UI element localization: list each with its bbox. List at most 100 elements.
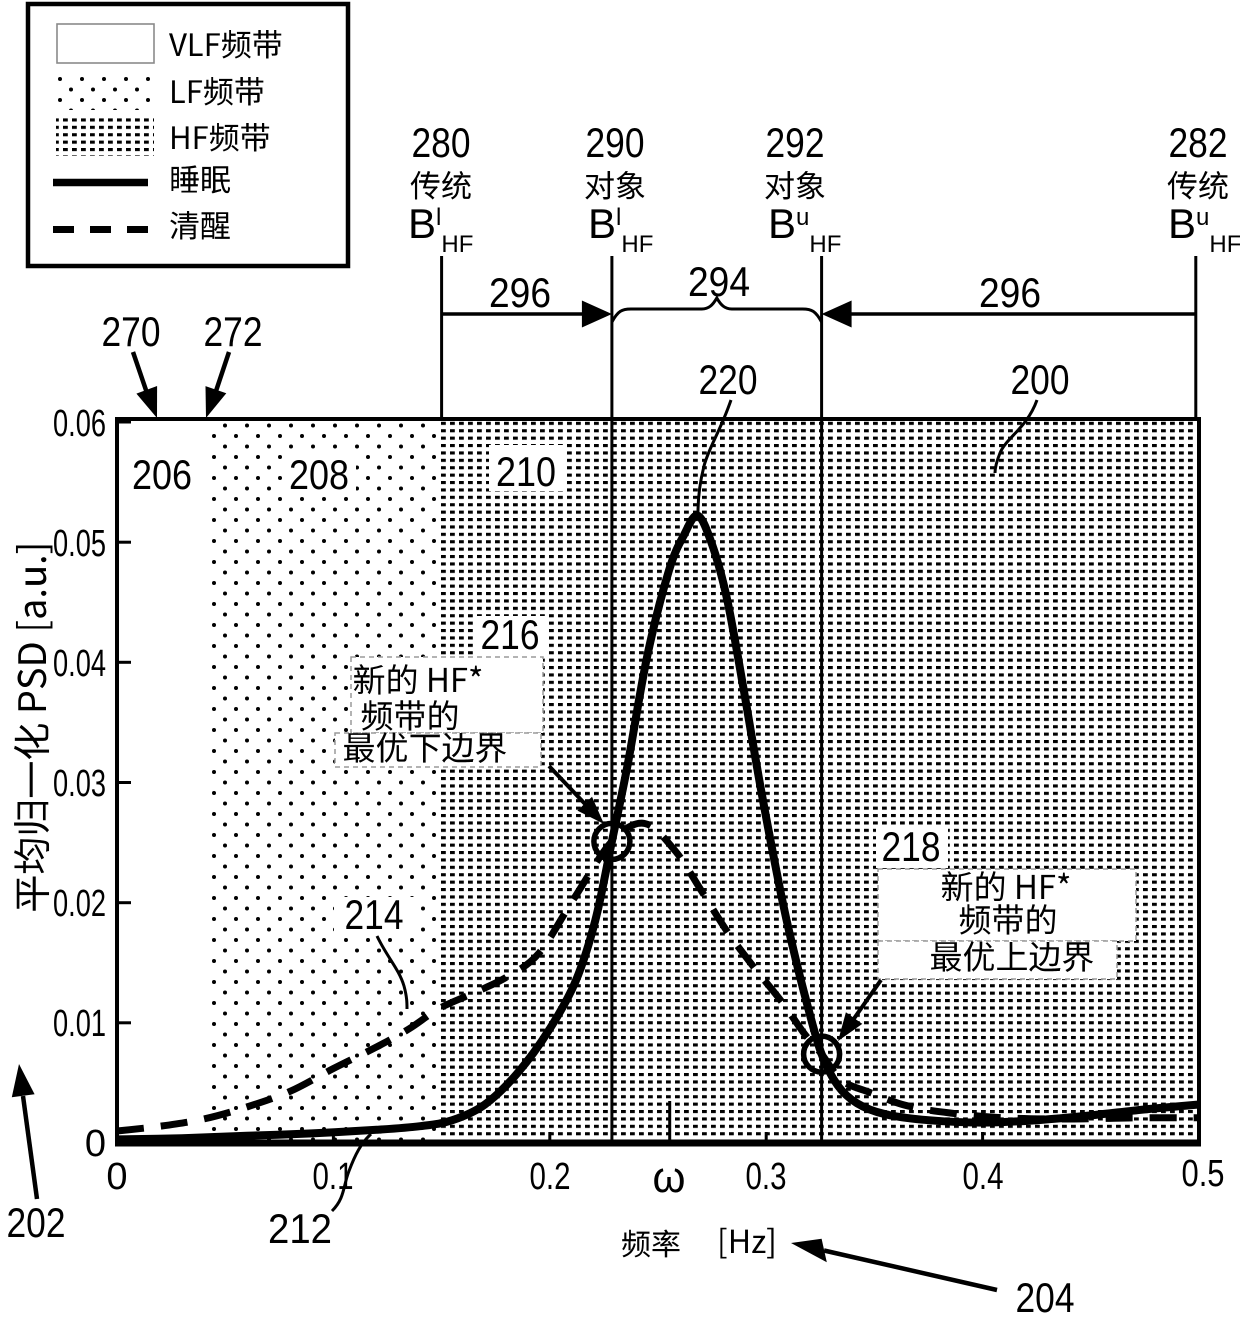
- y-axis-title-rotation: [14, 545, 53, 911]
- span-label-middle: 294: [688, 258, 750, 305]
- legend-label-hf: [172, 122, 270, 152]
- legend-swatch-vlf: [56, 23, 155, 64]
- callout-218: 218: [838, 823, 1137, 1041]
- ref-202-arrow-line: [20, 1095, 40, 1200]
- callout-218-line-2: [959, 904, 1056, 935]
- ref-220: 220: [696, 356, 758, 513]
- sleep-psd-curve: [116, 511, 1200, 1144]
- ref-272-label: 272: [204, 308, 263, 355]
- sym-sub: HF: [809, 231, 841, 258]
- sym-sup: l: [436, 204, 441, 231]
- band-regions: [117, 419, 1199, 1143]
- ref-214: 214: [334, 891, 416, 1010]
- boundary-name-280: [410, 170, 471, 200]
- callout-218-arrowhead: [838, 1012, 863, 1041]
- y-axis-title: [14, 545, 53, 911]
- x-tick-05: 0.5: [1182, 1153, 1225, 1195]
- boundary-name-292: [765, 170, 825, 200]
- ref-202-label: 202: [7, 1199, 66, 1246]
- plot-frame: [115, 417, 1201, 1147]
- sym-base: B: [408, 200, 436, 247]
- ref-272: 272: [204, 308, 263, 418]
- sym-sup: u: [796, 204, 809, 231]
- band-label-halo-hf: [489, 445, 565, 491]
- legend-label-vlf: [169, 29, 282, 59]
- callout-216-line-1: [353, 664, 482, 695]
- x-tick-04: 0.4: [963, 1156, 1004, 1198]
- ref-202: 202: [7, 1064, 66, 1246]
- span-294-brace: [610, 294, 823, 323]
- boundary-drop-lines: [440, 256, 1198, 1143]
- callout-218-ref: 218: [882, 823, 941, 870]
- band-area-vlf: [117, 419, 208, 1143]
- x-axis-title: [622, 1229, 680, 1258]
- legend-label-awake: [170, 210, 230, 240]
- ref-204-arrowhead: [791, 1238, 827, 1263]
- ref-272-arrow-line: [212, 351, 232, 395]
- y-tick-004: 0.04: [53, 643, 106, 685]
- callout-216: 216: [334, 611, 604, 824]
- awake-psd-curve: [116, 819, 1200, 1135]
- legend-label-lf: [172, 76, 264, 106]
- sym-sup: u: [1196, 204, 1209, 231]
- ref-270-arrow-line: [130, 351, 151, 397]
- x-tick-omega: ω: [653, 1153, 686, 1202]
- ref-212-label: 212: [268, 1205, 332, 1252]
- x-tick-02: 0.2: [530, 1156, 571, 1198]
- x-axis-unit: [720, 1227, 774, 1259]
- span-296-right-arrowhead: [821, 300, 852, 328]
- band-labels: 206 208 210: [132, 445, 565, 498]
- ref-200-leader: [993, 399, 1039, 474]
- band-area-lf: [207, 419, 440, 1143]
- callout-218-box-lower: [877, 940, 1118, 980]
- band-ref-hf: 210: [496, 448, 556, 495]
- x-tick-0: 0: [106, 1156, 127, 1198]
- ref-204-arrow-line: [823, 1248, 998, 1293]
- boundary-sym-292: BuHF: [768, 200, 841, 258]
- legend: [25, 1, 351, 269]
- band-label-halo-lf: [284, 453, 356, 493]
- legend-swatch-hf: [56, 117, 154, 156]
- ref-270-arrowhead: [136, 386, 158, 418]
- callout-216-line-3: [344, 732, 507, 763]
- ref-214-halo: [334, 897, 416, 935]
- ref-220-label: 220: [699, 356, 758, 403]
- sym-base: B: [768, 200, 796, 247]
- boundary-sym-282: BuHF: [1168, 200, 1240, 258]
- intersection-circle-218: [800, 1033, 843, 1075]
- callout-216-line-2: [361, 700, 458, 731]
- ref-200: 200: [993, 356, 1070, 474]
- boundary-name-290: [585, 170, 645, 200]
- intersection-markers: [591, 820, 843, 1075]
- ref-270: 270: [102, 308, 161, 418]
- ref-214-label: 214: [345, 891, 404, 938]
- boundary-ref-290: 290: [586, 119, 645, 166]
- ref-202-arrowhead: [11, 1064, 35, 1098]
- callout-216-arrowhead: [577, 796, 604, 824]
- boundary-name-282: [1167, 170, 1228, 200]
- callout-216-ref: 216: [481, 611, 540, 658]
- ref-214-leader: [375, 935, 409, 1010]
- legend-box: [25, 1, 351, 269]
- callout-216-arrow-line: [547, 764, 588, 807]
- ref-212: 212: [268, 1132, 373, 1252]
- span-label-left: 296: [489, 269, 551, 316]
- x-tick-03: 0.3: [746, 1156, 787, 1198]
- boundary-labels: 280 BlHF 290 BlHF 292 BuHF 282 BuHF: [408, 119, 1240, 258]
- boundary-sym-280: BlHF: [408, 200, 473, 258]
- psd-curves: [116, 511, 1200, 1144]
- callout-216-ref-halo: [473, 616, 549, 658]
- legend-swatch-lf: [57, 73, 154, 110]
- x-tick-labels: 0 0.1 0.2 ω 0.3 0.4 0.5: [106, 1153, 1224, 1202]
- callout-218-line-3: [931, 941, 1094, 972]
- span-label-right: 296: [979, 269, 1041, 316]
- span-arrows: [441, 294, 1196, 328]
- y-tick-005: 0.05: [53, 523, 106, 565]
- y-tick-006: 0.06: [53, 403, 106, 445]
- y-tick-002: 0.02: [53, 883, 106, 925]
- callout-218-ref-halo: [876, 826, 948, 868]
- boundary-ref-280: 280: [412, 119, 471, 166]
- ref-204: 204: [791, 1238, 1075, 1317]
